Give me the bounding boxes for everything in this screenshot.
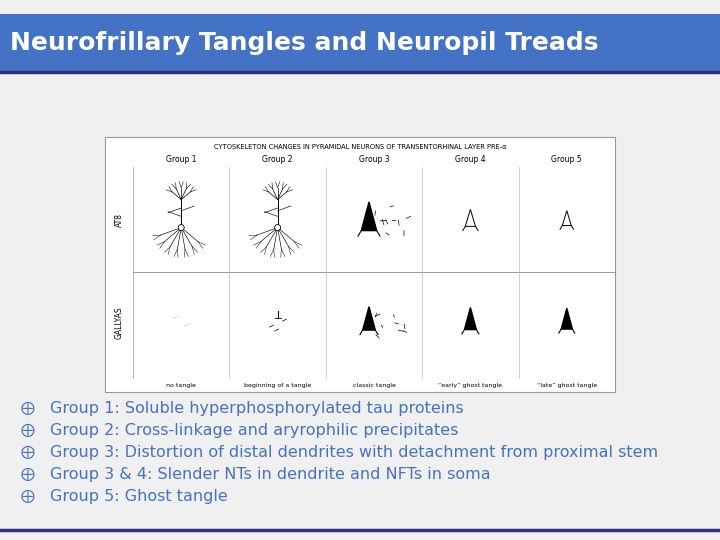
Text: “early” ghost tangle: “early” ghost tangle [438, 383, 503, 388]
Text: ⨁: ⨁ [21, 489, 35, 503]
Text: GALLYAS: GALLYAS [114, 307, 124, 339]
Text: Group 3: Group 3 [359, 154, 390, 164]
Text: Group 1: Soluble hyperphosphorylated tau proteins: Group 1: Soluble hyperphosphorylated tau… [50, 401, 464, 415]
Circle shape [179, 225, 184, 231]
Text: “late” ghost tangle: “late” ghost tangle [536, 383, 597, 388]
Polygon shape [561, 308, 572, 329]
Text: Group 5: Ghost tangle: Group 5: Ghost tangle [50, 489, 228, 503]
FancyBboxPatch shape [0, 14, 720, 72]
Text: CYTOSKELETON CHANGES IN PYRAMIDAL NEURONS OF TRANSENTORHINAL LAYER PRE-α: CYTOSKELETON CHANGES IN PYRAMIDAL NEURON… [214, 144, 506, 150]
Text: AT8: AT8 [114, 213, 124, 227]
Circle shape [274, 225, 281, 231]
Text: Group 2: Cross-linkage and aryrophilic precipitates: Group 2: Cross-linkage and aryrophilic p… [50, 422, 459, 437]
Text: classic tangle: classic tangle [353, 383, 395, 388]
Polygon shape [464, 307, 477, 329]
Text: Group 3 & 4: Slender NTs in dendrite and NFTs in soma: Group 3 & 4: Slender NTs in dendrite and… [50, 467, 490, 482]
Text: no tangle: no tangle [166, 383, 196, 388]
Text: ⨁: ⨁ [21, 467, 35, 481]
Polygon shape [361, 202, 377, 231]
Polygon shape [363, 307, 375, 330]
Text: Group 3: Distortion of distal dendrites with detachment from proximal stem: Group 3: Distortion of distal dendrites … [50, 444, 658, 460]
Text: Group 4: Group 4 [455, 154, 486, 164]
Text: Group 5: Group 5 [552, 154, 582, 164]
Text: beginning of a tangle: beginning of a tangle [244, 383, 311, 388]
FancyBboxPatch shape [105, 137, 615, 392]
Text: ⨁: ⨁ [21, 445, 35, 459]
Text: Group 2: Group 2 [262, 154, 293, 164]
Text: Group 1: Group 1 [166, 154, 197, 164]
Text: ⨁: ⨁ [21, 423, 35, 437]
Text: ⨁: ⨁ [21, 401, 35, 415]
Text: Neurofrillary Tangles and Neuropil Treads: Neurofrillary Tangles and Neuropil Tread… [10, 31, 598, 55]
